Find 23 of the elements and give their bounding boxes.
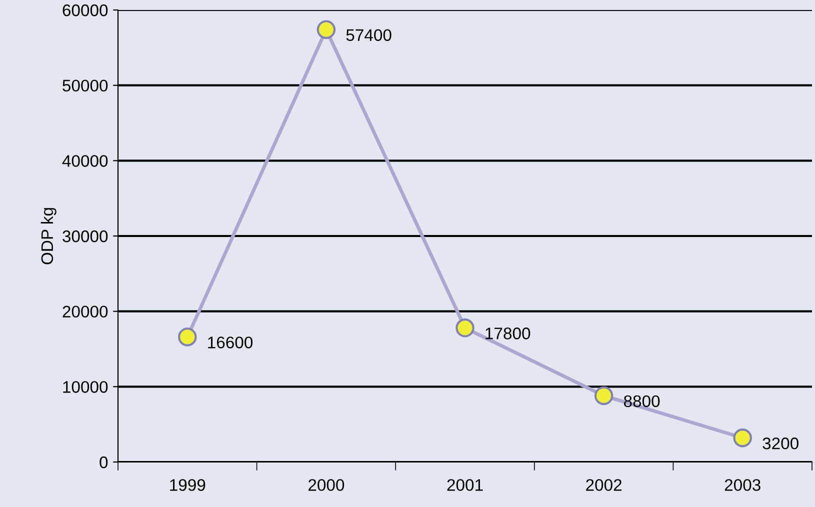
point: [456, 318, 474, 338]
point: [316, 20, 336, 39]
x-tick-label: 1999: [170, 479, 206, 491]
data-label: 17800: [486, 328, 530, 340]
y-tick-label: 30000: [62, 230, 108, 242]
y-tick-label: 50000: [62, 80, 108, 92]
y-tick-label: 0: [100, 456, 108, 468]
point: [594, 386, 614, 406]
point: [733, 428, 752, 448]
x-tick-label: 2002: [586, 479, 622, 491]
x-tick-label: 2003: [724, 479, 760, 491]
data-label: 57400: [346, 29, 392, 42]
y-tick-label: 20000: [62, 306, 108, 318]
data-label: 3200: [762, 438, 798, 450]
y-tick-label: 60000: [62, 4, 108, 16]
point: [178, 328, 197, 346]
x-tick-label: 2000: [308, 479, 344, 491]
y-tick-label: 40000: [62, 155, 108, 167]
data-label: 8800: [624, 395, 660, 408]
y-tick-label: 10000: [63, 381, 108, 393]
x-tick-label: 2001: [447, 479, 483, 491]
y-axis-title: ODP kg: [40, 208, 56, 264]
data-label: 16600: [208, 336, 253, 348]
